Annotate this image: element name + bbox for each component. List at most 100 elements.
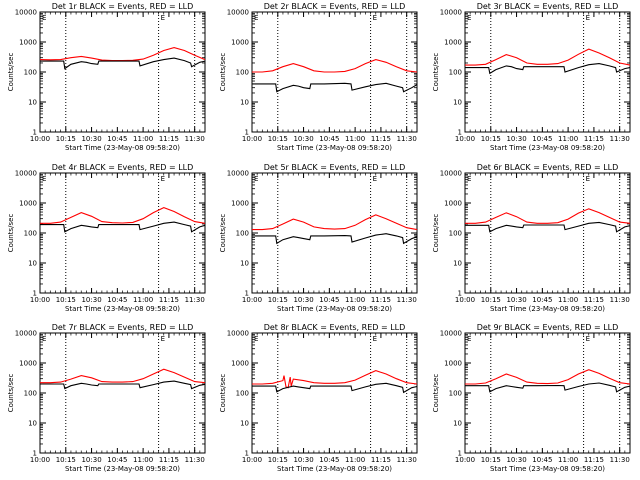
corner-marker-left: E [42,335,46,343]
y-tick-label: 1000 [231,200,249,208]
panel-8: Det 8r BLACK = Events, RED = LLD 1 10 100 10… [219,323,418,473]
corner-marker-right: E [373,335,377,343]
y-tick-label: 10000 [440,9,462,17]
plot-frame [251,172,418,294]
y-tick-label: 1 [33,450,37,458]
y-tick-label: 10 [240,260,249,268]
x-tick-label: 11:15 [371,135,391,143]
x-tick-label: 10:00 [242,135,262,143]
x-axis-label: Start Time (23-May-08 09:58:20) [65,144,180,152]
panel-9: Det 9r BLACK = Events, RED = LLD 1 10 100 10… [432,323,631,473]
corner-marker-left: E [42,14,46,22]
x-tick-label: 10:00 [242,296,262,304]
y-tick-label: 1000 [231,360,249,368]
y-axis-label: Counts/sec [7,374,15,413]
y-tick-label: 1 [33,129,37,137]
x-axis-label: Start Time (23-May-08 09:58:20) [490,144,605,152]
x-tick-label: 10:30 [81,456,101,464]
series-line-events [465,63,631,75]
corner-marker-left: E [467,175,471,183]
y-tick-label: 1 [245,290,249,298]
series-line-lld [252,59,418,73]
x-tick-label: 10:15 [56,135,76,143]
x-tick-label: 10:00 [455,456,475,464]
y-tick-label: 10000 [15,9,37,17]
y-tick-label: 10000 [440,170,462,178]
y-axis-label: Counts/sec [7,214,15,253]
x-tick-label: 10:30 [506,296,526,304]
y-tick-label: 100 [24,230,37,238]
x-tick-label: 11:00 [345,135,365,143]
x-tick-label: 10:45 [532,135,552,143]
corner-marker-right: E [373,14,377,22]
y-tick-label: 100 [236,390,249,398]
y-tick-label: 1 [458,129,462,137]
panel-2: Det 2r BLACK = Events, RED = LLD 1 10 100 10… [219,2,418,152]
corner-marker-right: E [161,335,165,343]
y-tick-label: 1 [458,290,462,298]
y-axis-label: Counts/sec [432,53,440,92]
series-line-lld [465,369,631,385]
x-tick-label: 10:45 [107,135,127,143]
y-tick-label: 100 [449,230,462,238]
x-tick-label: 11:30 [610,135,630,143]
x-tick-label: 10:30 [293,135,313,143]
y-tick-label: 100 [24,390,37,398]
x-tick-label: 11:00 [558,296,578,304]
series-line-events [40,221,206,233]
x-axis-label: Start Time (23-May-08 09:58:20) [277,144,392,152]
panel-title: Det 6r BLACK = Events, RED = LLD [477,163,619,172]
plot-frame [39,172,206,294]
corner-marker-left: E [254,14,258,22]
corner-marker-right: E [161,175,165,183]
x-tick-label: 11:00 [133,296,153,304]
y-tick-label: 1 [33,290,37,298]
x-tick-label: 11:00 [133,135,153,143]
x-tick-label: 10:00 [455,135,475,143]
x-tick-label: 10:45 [107,296,127,304]
y-tick-label: 100 [236,69,249,77]
y-tick-label: 100 [24,69,37,77]
x-tick-label: 10:45 [107,456,127,464]
x-tick-label: 11:30 [185,456,205,464]
x-tick-label: 10:15 [56,456,76,464]
panel-title: Det 7r BLACK = Events, RED = LLD [52,323,194,332]
panel-7: Det 7r BLACK = Events, RED = LLD 1 10 100 10… [7,323,206,473]
series-line-events [40,57,206,70]
panel-title: Det 3r BLACK = Events, RED = LLD [477,2,619,11]
x-tick-label: 10:30 [81,296,101,304]
corner-marker-right: E [586,175,590,183]
x-tick-label: 10:15 [481,135,501,143]
y-tick-label: 1000 [231,39,249,47]
y-tick-label: 10 [240,99,249,107]
x-axis-label: Start Time (23-May-08 09:58:20) [277,465,392,473]
y-tick-label: 10000 [15,330,37,338]
series-line-lld [40,368,206,384]
series-line-events [252,382,418,394]
corner-marker-left: E [467,335,471,343]
x-tick-label: 10:45 [319,296,339,304]
x-axis-label: Start Time (23-May-08 09:58:20) [65,465,180,473]
y-axis-label: Counts/sec [219,214,227,253]
corner-marker-right: E [586,14,590,22]
x-tick-label: 11:30 [397,135,417,143]
corner-marker-left: E [42,175,46,183]
plot-frame [464,332,631,454]
x-tick-label: 10:45 [532,456,552,464]
panel-title: Det 9r BLACK = Events, RED = LLD [477,323,619,332]
series-line-lld [252,214,418,231]
x-tick-label: 10:00 [30,296,50,304]
y-tick-label: 10000 [227,9,249,17]
panel-title: Det 5r BLACK = Events, RED = LLD [264,163,406,172]
x-tick-label: 10:30 [506,135,526,143]
x-tick-label: 11:00 [558,456,578,464]
panel-6: Det 6r BLACK = Events, RED = LLD 1 10 100 10… [432,163,631,313]
x-tick-label: 10:15 [268,456,288,464]
y-tick-label: 1 [245,450,249,458]
y-tick-label: 100 [449,390,462,398]
y-axis-label: Counts/sec [7,53,15,92]
x-axis-label: Start Time (23-May-08 09:58:20) [490,305,605,313]
corner-marker-right: E [373,175,377,183]
x-tick-label: 10:30 [293,296,313,304]
